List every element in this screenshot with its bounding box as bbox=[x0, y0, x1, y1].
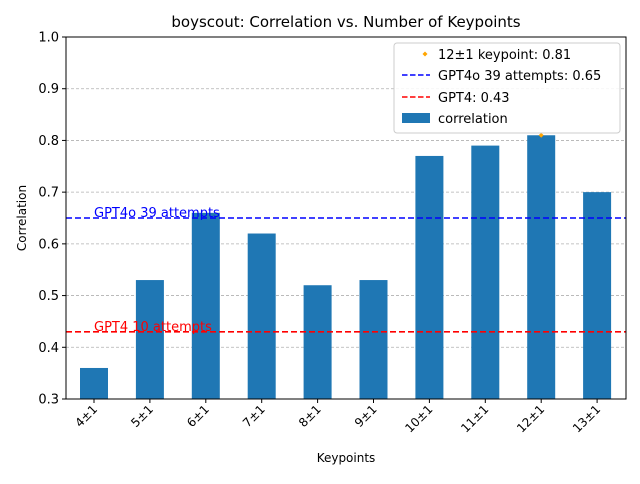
x-tick-label: 5±1 bbox=[128, 402, 156, 430]
y-tick-label: 0.8 bbox=[38, 134, 59, 149]
reference-lines: GPT4o 39 attempts GPT4 10 attempts bbox=[66, 206, 626, 335]
bar bbox=[415, 155, 444, 399]
legend-marker-swatch bbox=[422, 51, 428, 57]
x-tick-label: 4±1 bbox=[72, 402, 100, 430]
x-tick-label: 10±1 bbox=[402, 402, 435, 435]
x-tick-label: 11±1 bbox=[458, 402, 491, 435]
bar bbox=[359, 280, 388, 399]
chart-title: boyscout: Correlation vs. Number of Keyp… bbox=[171, 13, 520, 31]
y-tick-label: 0.7 bbox=[38, 186, 59, 201]
bar bbox=[527, 135, 556, 399]
y-axis-label: Correlation bbox=[15, 185, 29, 251]
marker-point bbox=[538, 132, 544, 138]
y-tick-label: 0.3 bbox=[38, 393, 59, 408]
bar bbox=[80, 367, 108, 399]
y-tick-label: 0.6 bbox=[38, 237, 59, 252]
legend-marker-label: 12±1 keypoint: 0.81 bbox=[438, 48, 571, 63]
x-tick-label: 12±1 bbox=[514, 402, 547, 435]
plot-frame bbox=[65, 36, 627, 400]
y-tick-label: 1.0 bbox=[38, 31, 59, 46]
x-axis-label: Keypoints bbox=[317, 451, 376, 465]
bar bbox=[191, 212, 220, 399]
x-tick-label: 9±1 bbox=[352, 402, 380, 430]
legend-gpt4o-label: GPT4o 39 attempts: 0.65 bbox=[438, 69, 601, 84]
legend: 12±1 keypoint: 0.81 GPT4o 39 attempts: 0… bbox=[393, 42, 621, 134]
y-axis: 0.3 0.4 0.5 0.6 0.7 0.8 0.9 1.0 bbox=[38, 31, 66, 408]
bar bbox=[471, 145, 500, 399]
bar bbox=[247, 233, 276, 399]
bar bbox=[583, 192, 612, 399]
bar bbox=[303, 285, 332, 399]
x-tick-label: 7±1 bbox=[240, 402, 268, 430]
legend-box bbox=[393, 42, 621, 134]
reference-annotation: GPT4o 39 attempts bbox=[94, 206, 220, 221]
y-tick-label: 0.4 bbox=[38, 341, 59, 356]
bar bbox=[135, 280, 164, 399]
y-tick-label: 0.9 bbox=[38, 82, 59, 97]
legend-correlation-label: correlation bbox=[438, 112, 508, 127]
bars bbox=[80, 135, 612, 399]
highlight-marker bbox=[538, 132, 544, 138]
x-tick-label: 8±1 bbox=[296, 402, 324, 430]
x-tick-label: 6±1 bbox=[184, 402, 212, 430]
legend-gpt4-label: GPT4: 0.43 bbox=[438, 91, 510, 106]
x-tick-label: 13±1 bbox=[570, 402, 603, 435]
y-tick-label: 0.5 bbox=[38, 289, 59, 304]
x-axis: 4±1 5±1 6±1 7±1 8±1 9±1 10±1 11±1 12±1 13±1 bbox=[72, 399, 603, 435]
reference-annotation: GPT4 10 attempts bbox=[94, 320, 212, 335]
legend-correlation-swatch bbox=[402, 113, 430, 123]
